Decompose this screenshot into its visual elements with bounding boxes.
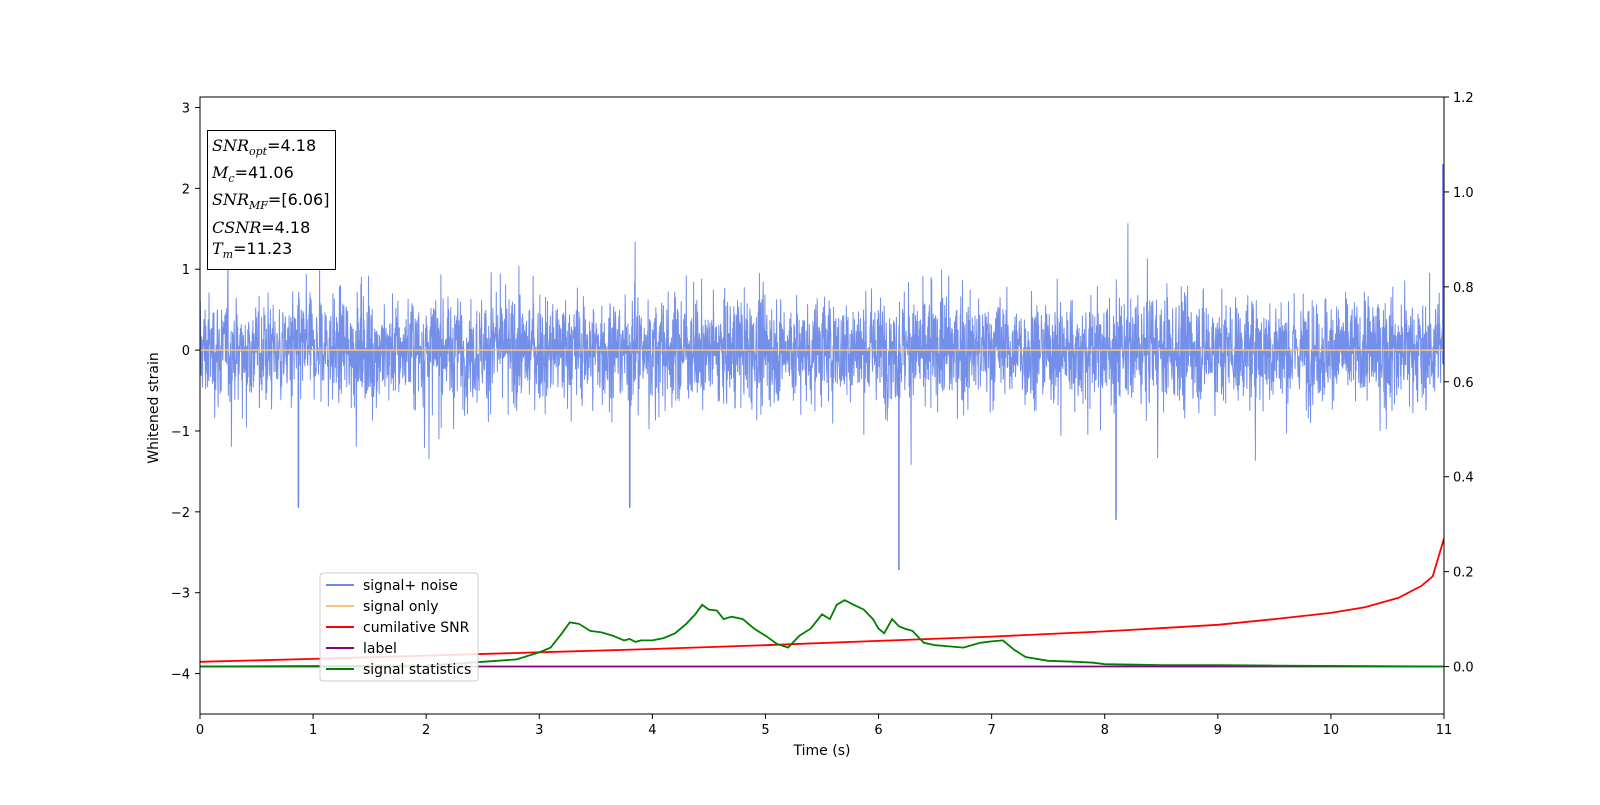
cumilative-snr-line <box>200 538 1444 663</box>
csnr-row: CSNR=4.18 <box>212 217 311 237</box>
y-right-tick-label: 0.8 <box>1453 281 1474 296</box>
legend-label: signal+ noise <box>363 578 458 594</box>
y-right-tick-label: 1.0 <box>1453 186 1474 201</box>
snr-mf-row: SNRMF=[6.06] <box>212 190 330 213</box>
legend-label: signal only <box>363 599 438 615</box>
y-axis-label: Whitened strain <box>146 352 162 463</box>
y-left-tick-label: −3 <box>171 587 190 602</box>
x-tick-label: 11 <box>1436 723 1453 738</box>
legend-item: cumilative SNR <box>326 620 470 636</box>
csnr-value: =4.18 <box>261 217 311 237</box>
legend-item: signal statistics <box>326 662 471 678</box>
mc-value: =41.06 <box>234 163 294 183</box>
x-tick-label: 5 <box>761 723 769 738</box>
plot-area <box>200 164 1444 668</box>
y-right-tick-label: 0.0 <box>1453 661 1474 676</box>
y-left-tick-label: 1 <box>182 263 190 278</box>
x-tick-label: 7 <box>987 723 995 738</box>
plot-frame <box>199 96 1445 715</box>
y-left-tick-label: −4 <box>171 668 190 683</box>
x-tick-label: 4 <box>648 723 656 738</box>
legend-label: signal statistics <box>363 662 471 678</box>
x-tick-label: 8 <box>1101 723 1109 738</box>
snr-opt-value: =4.18 <box>267 136 317 155</box>
legend-label: label <box>363 641 397 657</box>
snr-opt-row: SNRopt=4.18 <box>212 136 317 159</box>
x-tick-label: 3 <box>535 723 543 738</box>
x-tick-label: 0 <box>196 723 204 738</box>
y-right-tick-label: 0.6 <box>1453 376 1474 391</box>
x-tick-label: 10 <box>1323 723 1340 738</box>
tm-value: =11.23 <box>233 238 293 258</box>
legend-box <box>319 572 479 682</box>
y-right-tick-label: 0.4 <box>1453 471 1474 486</box>
snr-mf-value: =[6.06] <box>267 190 330 210</box>
legend-label: cumilative SNR <box>363 620 470 636</box>
y-right-tick-label: 0.2 <box>1453 566 1474 581</box>
x-tick-label: 6 <box>874 723 882 738</box>
tm-row: Tm=11.23 <box>212 238 293 261</box>
x-tick-label: 9 <box>1214 723 1222 738</box>
x-axis-label: Time (s) <box>793 743 851 759</box>
legend-item: signal+ noise <box>326 578 458 594</box>
legend-item: label <box>326 641 397 657</box>
y-left-tick-label: 3 <box>182 102 190 117</box>
info-box: SNRopt=4.18 Mc=41.06 SNRMF=[6.06] CSNR=4… <box>207 130 337 270</box>
y-right-tick-label: 1.2 <box>1453 91 1474 106</box>
signal-statistics-line <box>200 599 1444 668</box>
y-left-tick-label: −1 <box>171 425 190 440</box>
legend: signal+ noise signal only cumilative SNR la… <box>319 572 479 682</box>
y-left-tick-label: 2 <box>182 182 190 197</box>
y-left-tick-label: 0 <box>182 344 190 359</box>
x-tick-label: 2 <box>422 723 430 738</box>
axes: 0 1 2 3 4 5 6 7 8 9 10 113210−1−2−3−41.21.00.80.60.… <box>171 91 1474 738</box>
x-tick-label: 1 <box>309 723 317 738</box>
y-left-tick-label: −2 <box>171 506 190 521</box>
signal-noise-series <box>200 164 1444 571</box>
signal-noise-line <box>200 223 1444 465</box>
mc-row: Mc=41.06 <box>212 163 294 186</box>
legend-item: signal only <box>326 599 438 615</box>
